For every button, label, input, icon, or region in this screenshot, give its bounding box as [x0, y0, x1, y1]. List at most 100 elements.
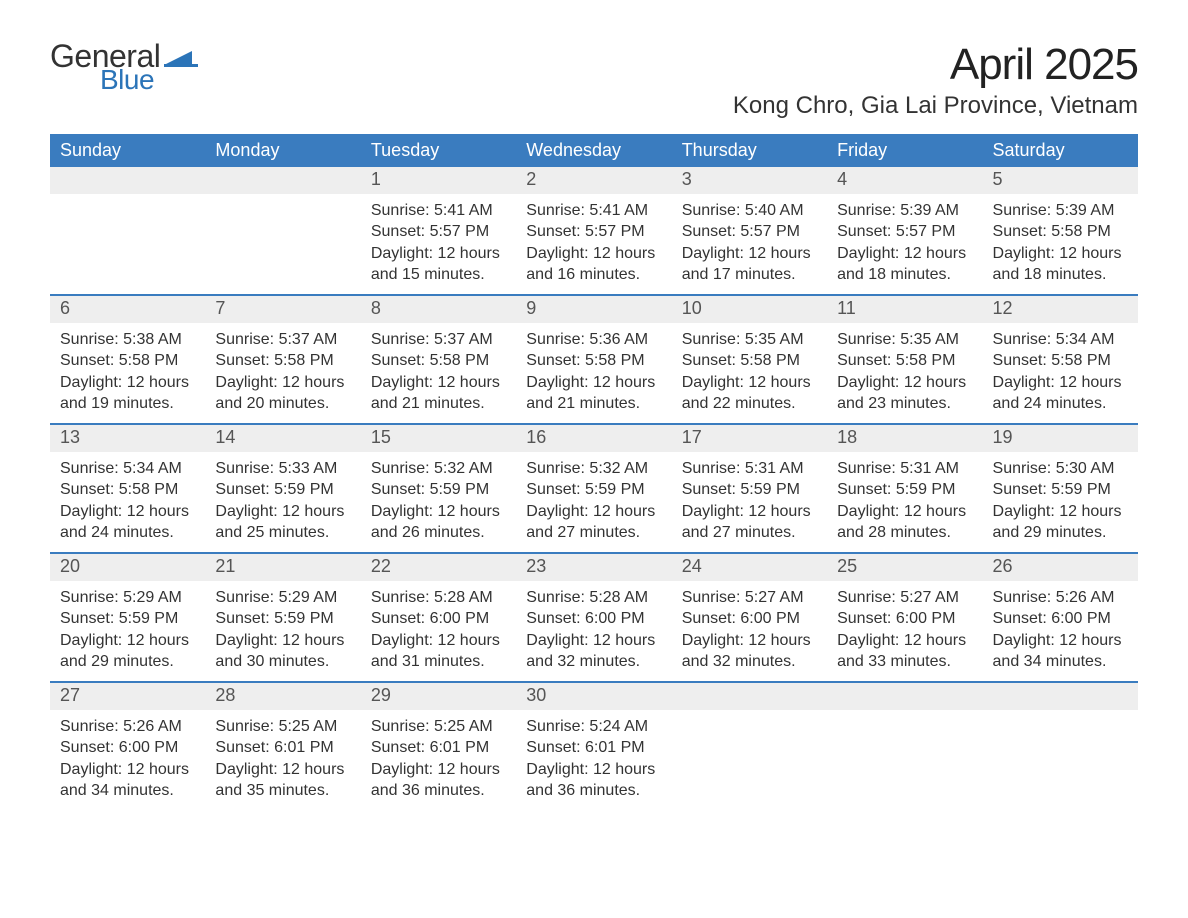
sunset-value: 6:00 PM: [119, 739, 179, 756]
daylight-label: Daylight:: [60, 761, 122, 778]
sunrise-line: Sunrise: 5:24 AM: [526, 716, 661, 738]
sunset-label: Sunset:: [60, 610, 114, 627]
sunrise-label: Sunrise:: [526, 718, 585, 735]
sunrise-label: Sunrise:: [837, 202, 896, 219]
sunset-value: 6:00 PM: [740, 610, 800, 627]
weekday-header: Sunday: [50, 134, 205, 167]
day-details: Sunrise: 5:28 AMSunset: 6:00 PMDaylight:…: [516, 581, 671, 681]
sunset-label: Sunset:: [837, 610, 891, 627]
sunrise-value: 5:35 AM: [900, 331, 959, 348]
sunrise-label: Sunrise:: [682, 460, 741, 477]
sunset-label: Sunset:: [60, 739, 114, 756]
calendar-week-row: 27Sunrise: 5:26 AMSunset: 6:00 PMDayligh…: [50, 682, 1138, 810]
calendar-day-cell: 17Sunrise: 5:31 AMSunset: 5:59 PMDayligh…: [672, 424, 827, 553]
day-number: 12: [983, 296, 1138, 323]
day-details: Sunrise: 5:38 AMSunset: 5:58 PMDaylight:…: [50, 323, 205, 423]
sunrise-value: 5:29 AM: [279, 589, 338, 606]
day-number: [983, 683, 1138, 710]
calendar-day-cell: 24Sunrise: 5:27 AMSunset: 6:00 PMDayligh…: [672, 553, 827, 682]
daylight-label: Daylight:: [371, 245, 433, 262]
calendar-day-cell: 16Sunrise: 5:32 AMSunset: 5:59 PMDayligh…: [516, 424, 671, 553]
calendar-day-cell: 26Sunrise: 5:26 AMSunset: 6:00 PMDayligh…: [983, 553, 1138, 682]
brand-logo: General Blue: [50, 40, 198, 94]
daylight-line: Daylight: 12 hours and 24 minutes.: [60, 501, 195, 544]
daylight-label: Daylight:: [371, 503, 433, 520]
sunrise-line: Sunrise: 5:38 AM: [60, 329, 195, 351]
day-number: 9: [516, 296, 671, 323]
daylight-line: Daylight: 12 hours and 34 minutes.: [60, 759, 195, 802]
calendar-day-cell: 28Sunrise: 5:25 AMSunset: 6:01 PMDayligh…: [205, 682, 360, 810]
sunrise-line: Sunrise: 5:39 AM: [837, 200, 972, 222]
sunrise-value: 5:27 AM: [745, 589, 804, 606]
daylight-label: Daylight:: [215, 761, 277, 778]
sunset-value: 5:59 PM: [740, 481, 800, 498]
sunset-value: 5:59 PM: [430, 481, 490, 498]
day-number: 7: [205, 296, 360, 323]
day-number: 5: [983, 167, 1138, 194]
calendar-day-cell: 14Sunrise: 5:33 AMSunset: 5:59 PMDayligh…: [205, 424, 360, 553]
day-details: Sunrise: 5:29 AMSunset: 5:59 PMDaylight:…: [50, 581, 205, 681]
sunset-value: 5:57 PM: [430, 223, 490, 240]
daylight-label: Daylight:: [682, 245, 744, 262]
sunrise-value: 5:32 AM: [589, 460, 648, 477]
daylight-label: Daylight:: [371, 374, 433, 391]
sunrise-label: Sunrise:: [371, 589, 430, 606]
sunrise-value: 5:33 AM: [279, 460, 338, 477]
sunrise-label: Sunrise:: [371, 718, 430, 735]
daylight-line: Daylight: 12 hours and 21 minutes.: [526, 372, 661, 415]
calendar-table: SundayMondayTuesdayWednesdayThursdayFrid…: [50, 134, 1138, 810]
day-number: 2: [516, 167, 671, 194]
sunset-value: 6:00 PM: [1051, 610, 1111, 627]
day-details: Sunrise: 5:24 AMSunset: 6:01 PMDaylight:…: [516, 710, 671, 810]
calendar-day-cell: 27Sunrise: 5:26 AMSunset: 6:00 PMDayligh…: [50, 682, 205, 810]
sunrise-line: Sunrise: 5:27 AM: [682, 587, 817, 609]
title-block: April 2025 Kong Chro, Gia Lai Province, …: [733, 40, 1138, 120]
day-number: [205, 167, 360, 194]
sunrise-label: Sunrise:: [993, 202, 1052, 219]
day-details: Sunrise: 5:40 AMSunset: 5:57 PMDaylight:…: [672, 194, 827, 294]
day-number: 28: [205, 683, 360, 710]
sunset-line: Sunset: 5:59 PM: [371, 479, 506, 501]
sunrise-value: 5:32 AM: [434, 460, 493, 477]
day-details: Sunrise: 5:39 AMSunset: 5:58 PMDaylight:…: [983, 194, 1138, 294]
sunrise-line: Sunrise: 5:31 AM: [682, 458, 817, 480]
weekday-header: Wednesday: [516, 134, 671, 167]
sunrise-line: Sunrise: 5:35 AM: [682, 329, 817, 351]
sunrise-value: 5:34 AM: [123, 460, 182, 477]
calendar-day-cell: [50, 167, 205, 295]
sunset-value: 5:58 PM: [1051, 352, 1111, 369]
daylight-label: Daylight:: [526, 632, 588, 649]
sunset-label: Sunset:: [837, 223, 891, 240]
sunrise-label: Sunrise:: [682, 202, 741, 219]
sunrise-value: 5:35 AM: [745, 331, 804, 348]
sunrise-line: Sunrise: 5:41 AM: [371, 200, 506, 222]
sunrise-value: 5:26 AM: [1056, 589, 1115, 606]
sunset-value: 5:59 PM: [119, 610, 179, 627]
day-details: Sunrise: 5:29 AMSunset: 5:59 PMDaylight:…: [205, 581, 360, 681]
day-details: Sunrise: 5:33 AMSunset: 5:59 PMDaylight:…: [205, 452, 360, 552]
sunset-line: Sunset: 5:57 PM: [682, 221, 817, 243]
sunrise-label: Sunrise:: [215, 460, 274, 477]
day-number: 29: [361, 683, 516, 710]
day-details: Sunrise: 5:26 AMSunset: 6:00 PMDaylight:…: [983, 581, 1138, 681]
day-details: Sunrise: 5:35 AMSunset: 5:58 PMDaylight:…: [672, 323, 827, 423]
sunrise-value: 5:36 AM: [589, 331, 648, 348]
daylight-line: Daylight: 12 hours and 22 minutes.: [682, 372, 817, 415]
daylight-line: Daylight: 12 hours and 20 minutes.: [215, 372, 350, 415]
sunrise-value: 5:41 AM: [434, 202, 493, 219]
sunset-line: Sunset: 6:00 PM: [60, 737, 195, 759]
sunset-line: Sunset: 5:58 PM: [682, 350, 817, 372]
calendar-day-cell: [983, 682, 1138, 810]
daylight-label: Daylight:: [993, 245, 1055, 262]
day-details: Sunrise: 5:25 AMSunset: 6:01 PMDaylight:…: [205, 710, 360, 810]
sunset-line: Sunset: 5:59 PM: [837, 479, 972, 501]
calendar-week-row: 6Sunrise: 5:38 AMSunset: 5:58 PMDaylight…: [50, 295, 1138, 424]
daylight-label: Daylight:: [682, 632, 744, 649]
day-details: Sunrise: 5:34 AMSunset: 5:58 PMDaylight:…: [50, 452, 205, 552]
sunset-label: Sunset:: [60, 481, 114, 498]
sunset-label: Sunset:: [682, 610, 736, 627]
sunset-label: Sunset:: [526, 739, 580, 756]
sunset-value: 5:59 PM: [1051, 481, 1111, 498]
sunset-value: 5:58 PM: [896, 352, 956, 369]
sunrise-value: 5:26 AM: [123, 718, 182, 735]
